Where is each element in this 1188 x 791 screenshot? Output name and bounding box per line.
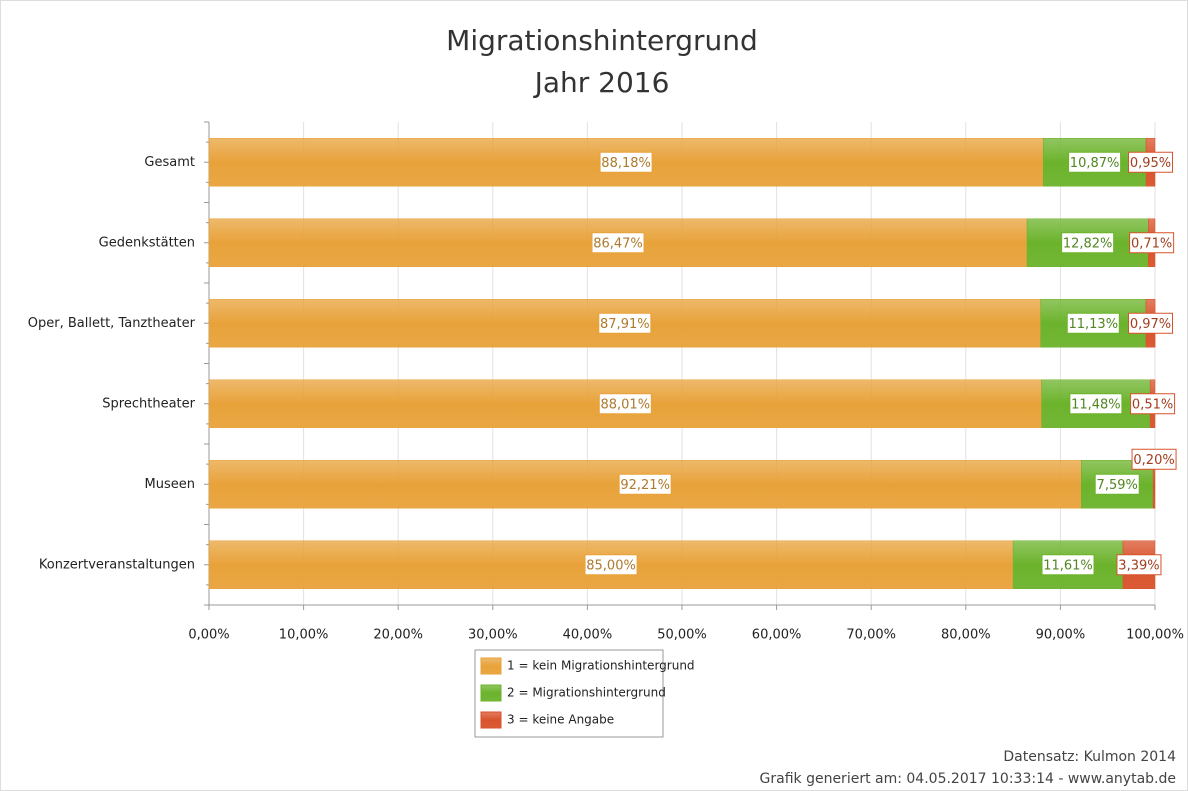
value-label: 11,48% bbox=[1071, 397, 1121, 412]
x-tick-label: 100,00% bbox=[1126, 628, 1184, 643]
value-label-box bbox=[591, 232, 645, 254]
value-label: 10,87% bbox=[1070, 156, 1120, 171]
value-label-box bbox=[598, 393, 652, 415]
value-label-box bbox=[1061, 232, 1115, 254]
legend-swatch bbox=[480, 711, 502, 729]
value-label-box bbox=[599, 151, 653, 173]
value-label-box bbox=[1094, 473, 1140, 495]
y-tick-label: Oper, Ballett, Tanztheater bbox=[28, 316, 196, 331]
value-label-box bbox=[584, 554, 638, 576]
x-tick-label: 0,00% bbox=[188, 628, 229, 643]
y-tick-label: Gesamt bbox=[144, 155, 195, 170]
value-label-box bbox=[1129, 232, 1175, 254]
chart-subtitle: Jahr 2016 bbox=[533, 66, 670, 99]
value-label: 0,95% bbox=[1130, 156, 1171, 171]
legend-label: 1 = kein Migrationshintergrund bbox=[507, 659, 695, 673]
value-label-box bbox=[1131, 448, 1177, 470]
value-label: 0,51% bbox=[1132, 397, 1173, 412]
value-label: 88,01% bbox=[600, 397, 650, 412]
value-label-box bbox=[1068, 151, 1122, 173]
x-tick-label: 30,00% bbox=[468, 628, 518, 643]
value-label: 86,47% bbox=[593, 236, 643, 251]
value-label: 3,39% bbox=[1118, 558, 1159, 573]
value-label: 92,21% bbox=[620, 478, 670, 493]
y-tick-label: Sprechtheater bbox=[102, 396, 195, 411]
legend-label: 2 = Migrationshintergrund bbox=[507, 686, 666, 700]
legend-box bbox=[474, 649, 664, 738]
value-label-box bbox=[1069, 393, 1123, 415]
x-tick-label: 20,00% bbox=[373, 628, 423, 643]
y-tick-label: Museen bbox=[145, 477, 195, 492]
annotation: Datensatz: Kulmon 2014 bbox=[1003, 749, 1176, 765]
x-tick-label: 50,00% bbox=[657, 628, 707, 643]
y-tick-label: Konzertveranstaltungen bbox=[39, 557, 195, 572]
value-label-box bbox=[1130, 393, 1176, 415]
x-tick-label: 80,00% bbox=[941, 628, 991, 643]
value-label: 7,59% bbox=[1097, 478, 1138, 493]
value-label: 12,82% bbox=[1063, 236, 1113, 251]
value-label: 0,20% bbox=[1133, 453, 1174, 468]
value-label-box bbox=[1041, 554, 1095, 576]
value-label-box bbox=[1116, 554, 1162, 576]
value-label: 85,00% bbox=[586, 558, 636, 573]
legend-swatch bbox=[480, 657, 502, 675]
x-tick-label: 90,00% bbox=[1036, 628, 1086, 643]
y-tick-label: Gedenkstätten bbox=[99, 235, 195, 250]
value-label: 0,97% bbox=[1130, 317, 1171, 332]
x-tick-label: 60,00% bbox=[752, 628, 802, 643]
value-label-box bbox=[1066, 312, 1120, 334]
value-label: 87,91% bbox=[600, 317, 650, 332]
chart-title: Migrationshintergrund bbox=[446, 24, 758, 57]
legend-label: 3 = keine Angabe bbox=[507, 713, 614, 727]
value-label-box bbox=[598, 312, 652, 334]
legend-swatch bbox=[480, 684, 502, 702]
x-tick-label: 10,00% bbox=[279, 628, 329, 643]
x-tick-label: 40,00% bbox=[563, 628, 613, 643]
x-tick-label: 70,00% bbox=[846, 628, 896, 643]
value-label: 0,71% bbox=[1131, 236, 1172, 251]
value-label-box bbox=[1128, 151, 1174, 173]
value-label-box bbox=[618, 473, 672, 495]
value-label: 88,18% bbox=[601, 156, 651, 171]
value-label: 11,61% bbox=[1043, 558, 1093, 573]
annotation: Grafik generiert am: 04.05.2017 10:33:14… bbox=[760, 771, 1176, 787]
value-label: 11,13% bbox=[1068, 317, 1118, 332]
value-label-box bbox=[1128, 312, 1174, 334]
